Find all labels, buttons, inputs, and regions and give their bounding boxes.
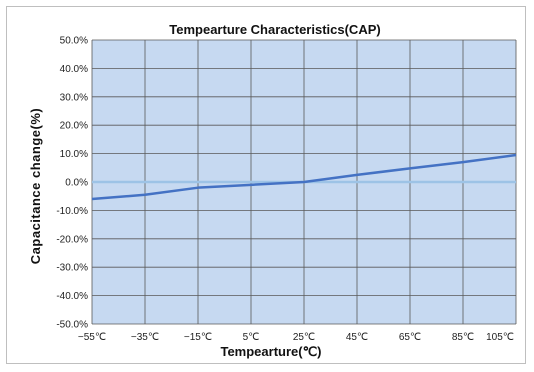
x-tick-label: 65℃: [399, 332, 421, 343]
y-axis-ticks: 50.0% 40.0% 30.0% 20.0% 10.0% 0.0% -10.0% -20.0…: [56, 36, 88, 331]
x-axis-title: Tempearture(℃): [220, 344, 321, 359]
x-tick-label: −15℃: [184, 332, 212, 343]
x-tick-label: 105℃: [486, 332, 514, 343]
y-tick-label: -30.0%: [56, 263, 88, 274]
y-tick-label: 30.0%: [60, 92, 88, 103]
y-tick-label: 10.0%: [60, 149, 88, 160]
y-tick-label: 40.0%: [60, 64, 88, 75]
chart-title: Tempearture Characteristics(CAP): [169, 22, 380, 37]
x-tick-label: 45℃: [346, 332, 368, 343]
y-tick-label: -50.0%: [56, 320, 88, 331]
y-axis-title: Capacitance change(%): [28, 108, 43, 264]
series-line-capacitance: [91, 153, 517, 201]
y-tick-label: 50.0%: [60, 36, 88, 47]
x-tick-label: 25℃: [293, 332, 315, 343]
x-tick-label: 85℃: [452, 332, 474, 343]
y-tick-label: -40.0%: [56, 291, 88, 302]
x-tick-label: −55℃: [78, 332, 106, 343]
y-tick-label: -20.0%: [56, 234, 88, 245]
y-tick-label: 20.0%: [60, 121, 88, 132]
y-tick-label: -10.0%: [56, 206, 88, 217]
x-tick-label: 5℃: [243, 332, 260, 343]
y-tick-label: 0.0%: [65, 178, 88, 189]
x-tick-label: −35℃: [131, 332, 159, 343]
x-axis-ticks: −55℃ −35℃ −15℃ 5℃ 25℃ 45℃ 65℃ 85℃ 105℃: [78, 332, 514, 343]
